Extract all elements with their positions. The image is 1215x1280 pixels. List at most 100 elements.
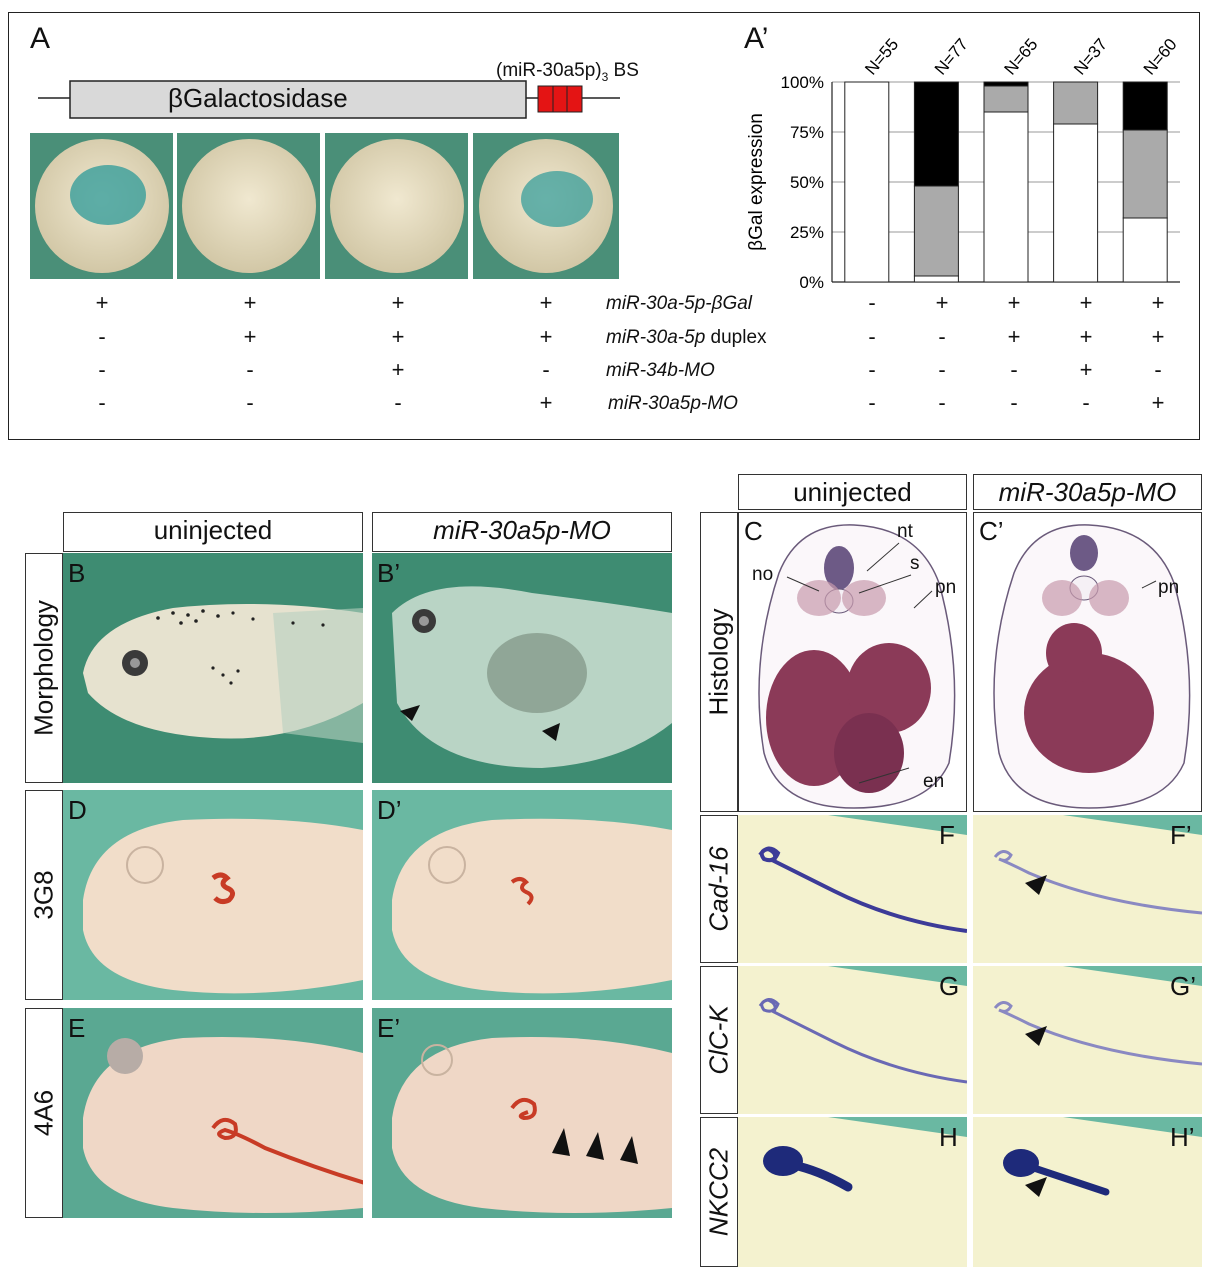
bar-segment-c1-s1 [913,185,959,277]
panel-label-f: F [939,820,955,850]
bar-segment-c2-s1 [983,85,1029,113]
sign-left-r0-c3: + [539,290,553,315]
category-label: N=55 [861,35,902,79]
photo-h-prime-nkcc2-mo [973,1117,1202,1267]
photo-b-morphology-uninjected [63,553,363,783]
embryo-photo-3 [325,133,468,279]
sign-left-r2-c1: - [246,357,254,382]
row-label-histology: Histology [700,512,738,812]
col-header-mo-left: miR-30a5p-MO [372,512,672,552]
bar-segment-c3-s0 [1053,123,1099,283]
sign-right-r1-c1: - [938,324,946,349]
bar-segment-c1-s2 [913,81,959,187]
panel-label-e-prime: E’ [377,1013,401,1043]
panel-label-b-prime: B’ [377,558,401,588]
y-tick-label: 50% [790,173,824,192]
photo-f-prime-cad16-mo [973,815,1202,963]
sign-right-r0-c2: + [1007,290,1021,315]
panel-a-frame [8,12,1200,440]
photo-e-4a6-uninjected [63,1008,363,1218]
sign-left-r2-c3: - [542,357,550,382]
annotation-en: en [923,771,945,792]
annotation-pn: pn [935,577,957,598]
annotation-pn-prime: pn [1158,577,1180,598]
panel-label-g-prime: G’ [1170,971,1196,1001]
embryo-photo-2 [177,133,320,279]
beta-gal-label: βGalactosidase [168,83,348,113]
sign-left-r0-c2: + [391,290,405,315]
sign-left-r3-c0: - [98,390,106,415]
sign-left-r0-c1: + [243,290,257,315]
sign-right-r1-c0: - [868,324,876,349]
sign-left-r3-c1: - [246,390,254,415]
y-tick-label: 75% [790,123,824,142]
annotation-s: s [910,553,920,574]
bar-segment-c0-s0 [844,81,890,283]
binding-site-label: (miR-30a5p)3 BS [496,60,639,84]
photo-d-3g8-uninjected [63,790,363,1000]
sign-right-r0-c0: - [868,290,876,315]
embryo-photo-4 [473,133,619,279]
row-label-3g8: 3G8 [25,790,63,1000]
bar-segment-c4-s2 [1122,81,1168,131]
row-label-morphology: Morphology [25,553,63,783]
panel-a-label: A [30,22,51,55]
photo-g-prime-clck-mo [973,966,1202,1114]
annotation-nt: nt [897,521,913,542]
y-tick-label: 0% [799,273,824,292]
condition-label-3: miR-30a5p-MO [608,393,738,414]
panel-label-c-prime: C’ [979,516,1004,546]
sign-right-r2-c0: - [868,357,876,382]
y-tick-label: 100% [781,73,824,92]
annotation-no: no [752,564,774,585]
sign-right-r1-c3: + [1079,324,1093,349]
bar-segment-c3-s1 [1053,81,1099,125]
sign-left-r2-c2: + [391,357,405,382]
category-label: N=60 [1140,35,1181,79]
sign-left-r1-c0: - [98,324,106,349]
panel-label-g: G [939,971,960,1001]
sign-right-r3-c1: - [938,390,946,415]
sign-right-r1-c4: + [1151,324,1165,349]
sign-right-r0-c1: + [935,290,949,315]
sign-left-r1-c3: + [539,324,553,349]
category-label: N=77 [931,35,972,79]
category-label: N=37 [1070,35,1111,79]
photo-h-nkcc2-uninjected [738,1117,967,1267]
condition-label-2: miR-34b-MO [606,360,715,381]
y-axis-label: βGal expression [746,113,767,251]
panel-label-e: E [68,1013,86,1043]
col-header-uninjected-left: uninjected [63,512,363,552]
bar-segment-c1-s0 [913,275,959,283]
row-label-4a6: 4A6 [25,1008,63,1218]
panel-label-d-prime: D’ [377,795,402,825]
bar-segment-c4-s1 [1122,129,1168,219]
photo-f-cad16-uninjected [738,815,967,963]
col-header-mo-right: miR-30a5p-MO [973,474,1202,510]
construct-diagram [38,80,620,119]
embryo-photo-1 [30,133,173,279]
panel-label-f-prime: F’ [1170,820,1192,850]
row-label-cad16: Cad-16 [700,815,738,963]
bar-segment-c2-s0 [983,111,1029,283]
panel-label-h-prime: H’ [1170,1122,1195,1152]
condition-label-1: miR-30a-5p duplex [606,327,767,348]
photo-c-histology-uninjected [738,512,967,812]
panel-label-c: C [744,516,763,546]
y-tick-label: 25% [790,223,824,242]
sign-right-r0-c4: + [1151,290,1165,315]
condition-label-0: miR-30a-5p-βGal [606,293,753,314]
sign-left-r3-c2: - [394,390,402,415]
sign-right-r3-c2: - [1010,390,1018,415]
col-header-uninjected-right: uninjected [738,474,967,510]
row-label-nkcc2: NKCC2 [700,1117,738,1267]
category-label: N=65 [1001,35,1042,79]
sign-left-r1-c2: + [391,324,405,349]
sign-right-r0-c3: + [1079,290,1093,315]
sign-right-r3-c0: - [868,390,876,415]
sign-left-r3-c3: + [539,390,553,415]
sign-right-r3-c3: - [1082,390,1090,415]
sign-right-r3-c4: + [1151,390,1165,415]
bar-segment-c4-s0 [1122,217,1168,283]
photo-c-prime-histology-mo [973,512,1202,812]
